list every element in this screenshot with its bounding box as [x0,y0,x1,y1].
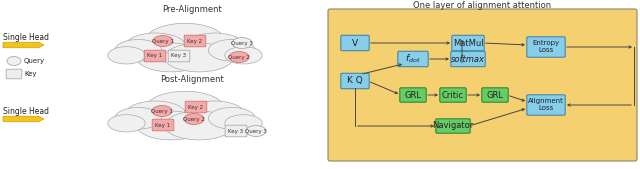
Ellipse shape [108,47,145,64]
Ellipse shape [209,107,255,129]
Ellipse shape [184,101,246,130]
Ellipse shape [145,91,225,129]
FancyBboxPatch shape [451,51,485,67]
Ellipse shape [232,38,252,49]
FancyBboxPatch shape [341,35,369,51]
Ellipse shape [164,43,234,72]
Text: Query 3: Query 3 [231,41,253,45]
Text: Key 3: Key 3 [228,128,244,134]
Text: Query 2: Query 2 [228,54,250,59]
Text: softmax: softmax [451,54,485,64]
FancyBboxPatch shape [328,9,637,161]
Text: Pre-Alignment: Pre-Alignment [162,6,222,15]
Text: Query: Query [24,58,45,64]
Text: V: V [352,39,358,47]
Ellipse shape [225,47,262,64]
Text: Navigator: Navigator [433,122,474,130]
FancyBboxPatch shape [436,119,470,133]
Text: Entropy
Loss: Entropy Loss [532,41,559,54]
Text: Alignment
Loss: Alignment Loss [528,99,564,112]
Ellipse shape [137,111,205,140]
FancyBboxPatch shape [168,50,190,62]
Text: Critic: Critic [442,91,464,100]
Text: GRL: GRL [404,91,422,100]
FancyArrow shape [3,42,44,48]
Ellipse shape [152,105,172,116]
FancyBboxPatch shape [527,95,565,115]
Ellipse shape [229,52,249,63]
Text: One layer of alignment attention: One layer of alignment attention [413,2,551,10]
Ellipse shape [115,40,162,61]
Ellipse shape [108,115,145,132]
Ellipse shape [7,56,21,66]
FancyBboxPatch shape [152,119,174,131]
Ellipse shape [246,126,266,137]
Text: Query 3: Query 3 [245,128,267,134]
Ellipse shape [124,33,187,62]
Ellipse shape [184,114,204,125]
Text: Query 1: Query 1 [152,39,174,43]
Text: K Q: K Q [347,77,363,86]
Ellipse shape [225,115,262,132]
FancyBboxPatch shape [6,69,22,79]
FancyArrow shape [3,116,44,122]
FancyBboxPatch shape [341,73,369,89]
FancyBboxPatch shape [225,125,247,137]
Ellipse shape [209,40,255,61]
FancyBboxPatch shape [398,51,428,67]
FancyBboxPatch shape [527,37,565,57]
FancyBboxPatch shape [400,88,426,102]
Text: Single Head: Single Head [3,106,49,115]
Text: Key 2: Key 2 [188,39,203,43]
Ellipse shape [115,107,162,129]
Text: Post-Alignment: Post-Alignment [160,75,224,83]
FancyBboxPatch shape [482,88,508,102]
Ellipse shape [164,111,234,140]
Text: Key: Key [24,71,36,77]
FancyBboxPatch shape [440,88,466,102]
Text: Single Head: Single Head [3,32,49,42]
FancyBboxPatch shape [185,101,207,113]
Text: GRL: GRL [486,91,504,100]
FancyBboxPatch shape [452,35,484,51]
Text: Query 1: Query 1 [151,108,173,114]
Text: Key 3: Key 3 [172,54,187,58]
Ellipse shape [153,35,173,46]
Ellipse shape [184,33,246,62]
Text: MatMul: MatMul [452,39,483,47]
Ellipse shape [124,101,187,130]
FancyBboxPatch shape [184,35,206,47]
Text: Key 2: Key 2 [188,104,204,110]
Text: Key 1: Key 1 [147,54,163,58]
Text: Key 1: Key 1 [156,123,171,127]
FancyBboxPatch shape [144,50,166,62]
Ellipse shape [145,23,225,61]
Ellipse shape [137,43,205,72]
Text: $f_{dot}$: $f_{dot}$ [405,53,421,65]
Text: Query 2: Query 2 [183,116,205,122]
